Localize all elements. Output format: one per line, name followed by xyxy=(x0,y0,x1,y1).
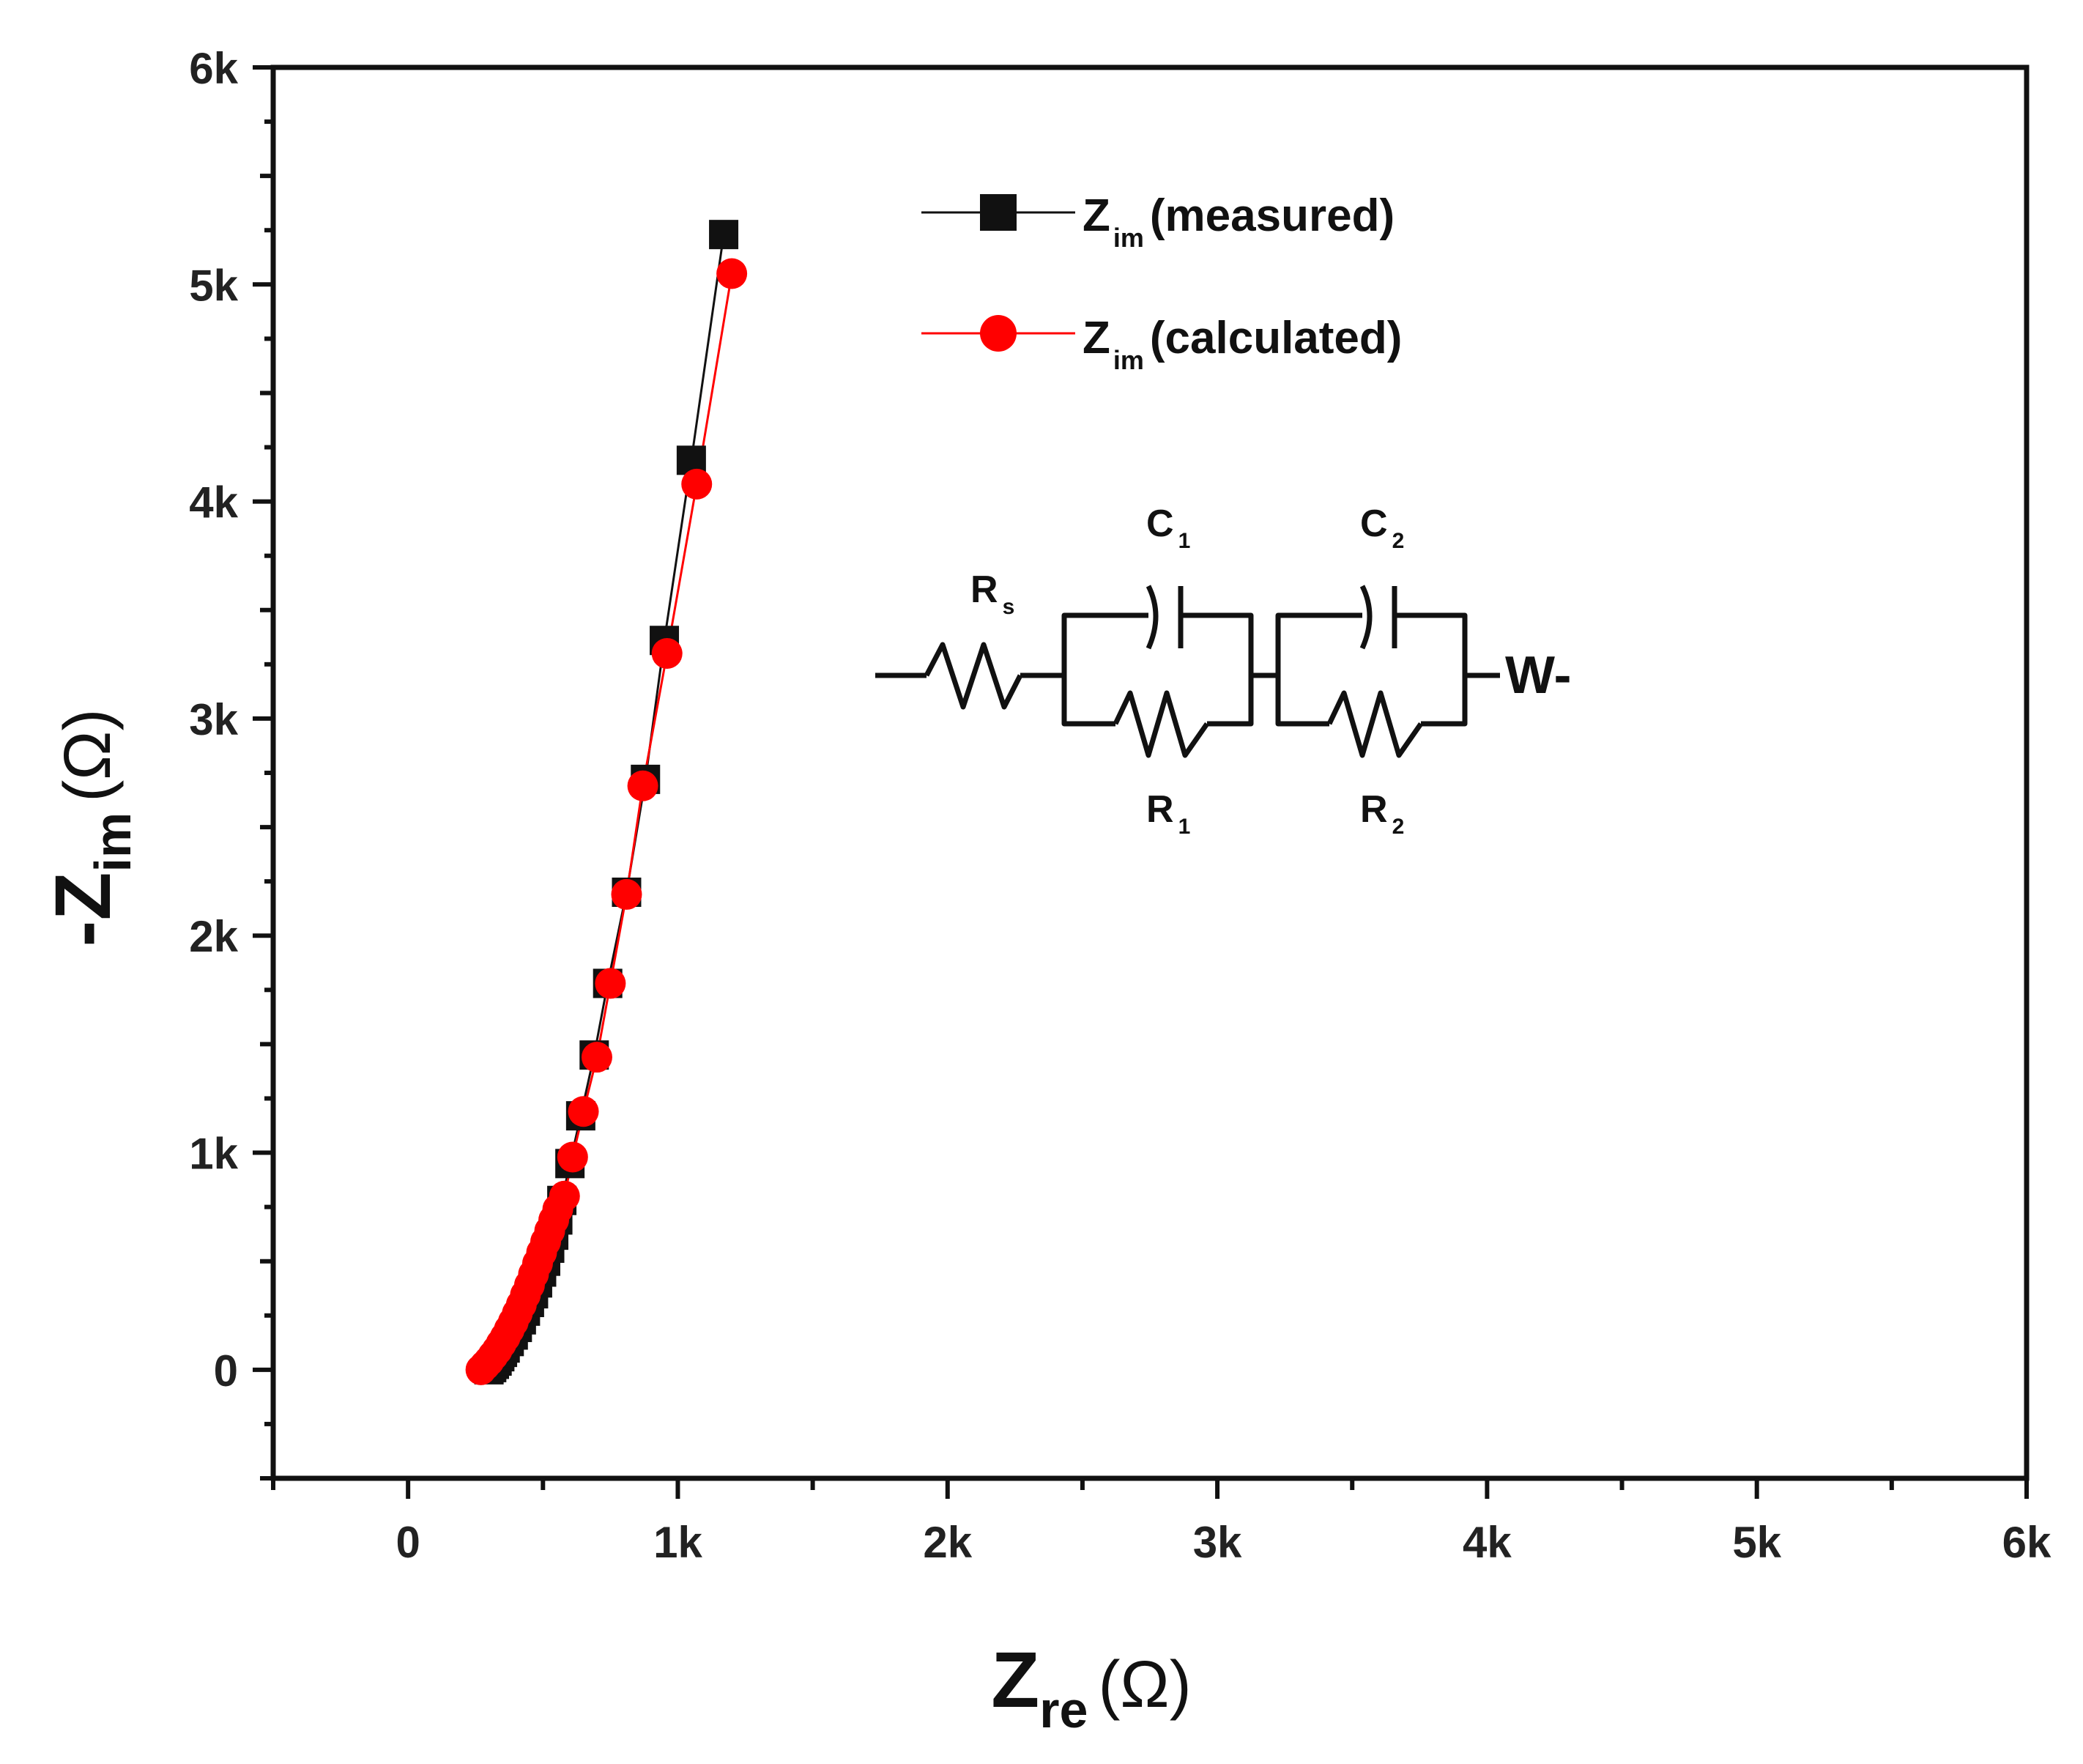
legend-marker-measured xyxy=(980,194,1017,231)
y-tick-label: 1k xyxy=(189,1130,238,1179)
resistor-rs-symbol xyxy=(924,642,1023,710)
y-tick-label: 2k xyxy=(189,912,238,961)
x-tick-label: 2k xyxy=(923,1518,972,1567)
y-tick-label: 3k xyxy=(189,695,238,744)
x-tick-label: 5k xyxy=(1732,1518,1781,1567)
data-point-measured xyxy=(709,220,739,250)
data-point-calculated xyxy=(581,1042,612,1073)
x-tick-label: 3k xyxy=(1193,1518,1242,1567)
data-point-calculated xyxy=(568,1096,599,1127)
data-point-calculated xyxy=(549,1180,580,1212)
x-tick-label: 6k xyxy=(2002,1518,2052,1567)
series-lines xyxy=(480,234,733,1371)
y-axis-title-main: -Z xyxy=(38,872,127,947)
y-axis-title-unit: (Ω) xyxy=(51,709,125,802)
data-point-calculated xyxy=(651,638,683,670)
resistor-r1-symbol xyxy=(1113,690,1209,758)
label-warburg: W- xyxy=(1505,646,1572,705)
data-point-calculated xyxy=(681,468,713,500)
resistor-r2-symbol xyxy=(1326,690,1423,758)
x-axis-title: Zre (Ω) xyxy=(991,1635,1191,1738)
data-point-calculated xyxy=(595,968,626,999)
capacitor-c2-symbol xyxy=(1359,585,1397,650)
y-tick-label: 4k xyxy=(189,478,238,527)
capacitor-c1-symbol xyxy=(1146,585,1184,650)
y-axis-title: -Zim (Ω) xyxy=(38,709,141,947)
x-tick-label: 0 xyxy=(396,1518,420,1567)
y-tick-label: 6k xyxy=(189,44,238,93)
y-axis: 0 1k 2k 3k 4k 5k 6k xyxy=(189,44,273,1480)
data-point-calculated xyxy=(557,1141,588,1173)
series-markers xyxy=(465,220,748,1385)
x-axis-title-main: Z xyxy=(991,1635,1039,1724)
data-point-calculated xyxy=(611,878,642,910)
data-point-calculated xyxy=(627,770,658,801)
y-tick-label: 5k xyxy=(189,261,238,310)
y-axis-title-sub: im xyxy=(84,812,141,872)
x-axis: 0 1k 2k 3k 4k 5k 6k xyxy=(271,1478,2052,1567)
x-tick-label: 4k xyxy=(1463,1518,1512,1567)
series-line-0 xyxy=(488,234,725,1371)
x-axis-title-unit: (Ω) xyxy=(1098,1648,1191,1722)
y-tick-label: 0 xyxy=(214,1346,238,1396)
x-axis-title-sub: re xyxy=(1039,1681,1088,1738)
x-tick-label: 1k xyxy=(653,1518,702,1567)
legend-marker-calculated xyxy=(980,315,1017,352)
equivalent-circuit xyxy=(875,585,1500,758)
data-point-calculated xyxy=(716,258,748,289)
